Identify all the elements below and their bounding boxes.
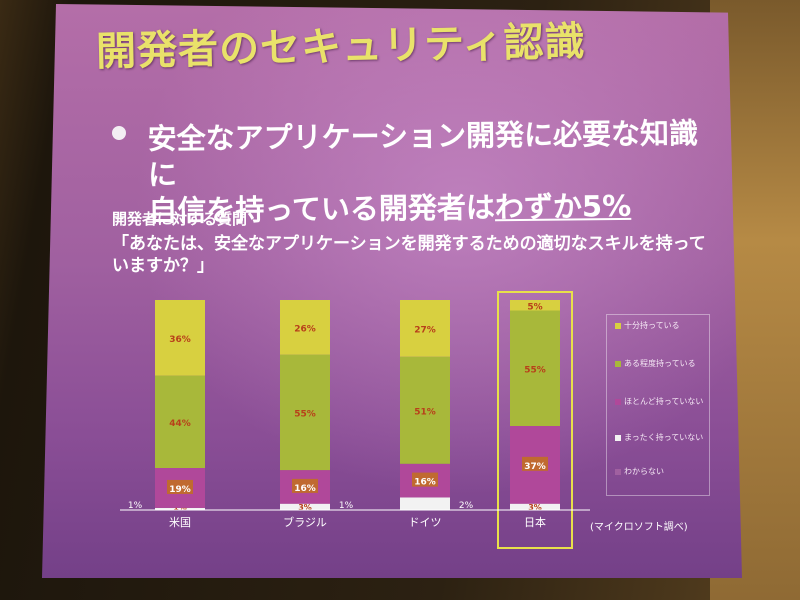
data-label: 3% [298,503,312,512]
data-label: 27% [414,325,436,335]
bar-segment [400,497,450,510]
legend-label: ほとんど持っていない [624,397,703,406]
legend-entry: ある程度持っている [615,359,707,369]
data-label: 44% [169,419,191,429]
legend-entry: 十分持っている [615,321,707,331]
chart-legend: 十分持っているある程度持っている ほとんど持っていない まったく持っていない わからな… [606,314,710,496]
source-note: (マイクロソフト調べ) [590,518,688,533]
data-label: 55% [524,365,546,375]
data-label: 51% [414,407,436,417]
data-label: 16% [414,478,436,488]
category-label: 日本 [524,515,546,529]
category-label: 米国 [169,516,191,529]
category-label: ドイツ [409,516,442,529]
legend-swatch [615,469,621,475]
legend-swatch [615,323,621,329]
legend-label: わからない [624,467,664,476]
legend-label: まったく持っていない [624,433,703,442]
legend-label: 十分持っている [624,321,680,330]
data-label: 16% [294,484,316,494]
data-label: 19% [169,485,191,495]
legend-label: ある程度持っている [624,359,696,368]
data-label: 37% [524,462,546,472]
legend-entry: わからない [615,467,707,477]
legend-entry: ほとんど持っていない [615,397,707,407]
legend-swatch [615,435,621,441]
legend-swatch [615,361,621,367]
data-label: 36% [169,335,191,345]
legend-entry: まったく持っていない [615,433,707,443]
data-label: 5% [527,302,542,312]
data-label: 26% [294,324,316,334]
category-label: ブラジル [283,515,327,529]
data-label: 3% [528,503,542,512]
data-label: 55% [294,409,316,419]
legend-swatch [615,399,621,405]
